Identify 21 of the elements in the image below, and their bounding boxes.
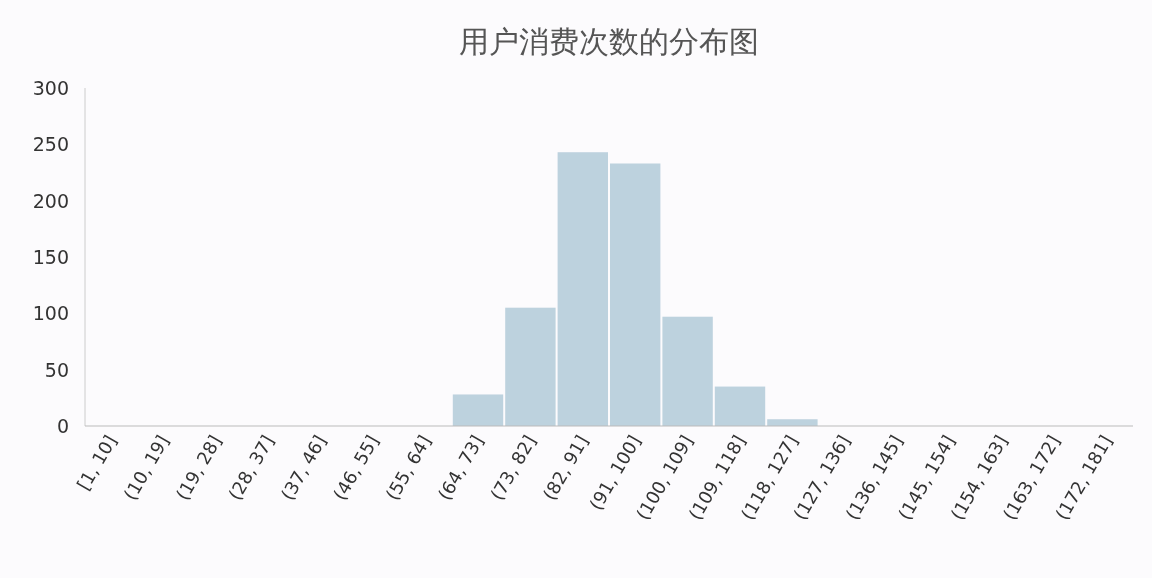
y-tick-label: 300: [32, 77, 69, 99]
x-tick-label: [1, 10]: [72, 431, 121, 494]
y-tick-label: 150: [32, 246, 69, 268]
y-tick-label: 0: [56, 415, 69, 437]
bar: [505, 307, 556, 426]
bar: [714, 386, 766, 426]
x-tick-label: (73, 82]: [486, 431, 540, 504]
x-tick-label: (64, 73]: [433, 431, 488, 504]
y-tick-label: 200: [32, 189, 69, 212]
x-tick-label: (37, 46]: [276, 431, 331, 504]
chart-title: 用户消费次数的分布图: [459, 24, 759, 59]
x-tick-label: (10, 19]: [119, 431, 174, 504]
bar: [610, 163, 661, 426]
y-tick-label: 50: [44, 358, 69, 381]
bar: [767, 419, 818, 426]
y-tick-label: 100: [32, 302, 69, 325]
x-tick-label: (55, 64]: [381, 431, 436, 504]
bar: [452, 394, 504, 426]
bar: [662, 316, 713, 426]
y-tick-label: 250: [32, 133, 69, 156]
bar: [557, 152, 608, 426]
